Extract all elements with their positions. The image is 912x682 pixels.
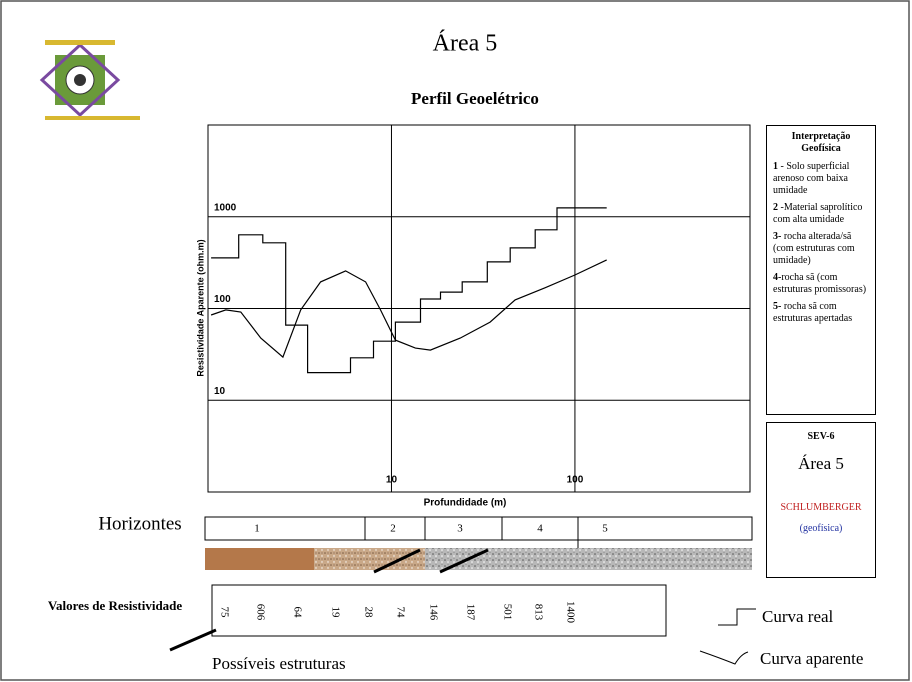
layer-saprolite (314, 548, 425, 570)
horizon-number: 4 (537, 523, 543, 535)
interpretation-item: 5- rocha sã com estruturas apertadas (773, 301, 869, 325)
interpretation-item: 3- rocha alterada/sã (com estruturas com… (773, 231, 869, 267)
interpretation-title: Interpretação Geofísica (773, 131, 869, 155)
chart-title: Perfil Geoelétrico (411, 89, 539, 108)
horizon-number: 3 (457, 523, 463, 535)
y-axis-label: Resistividade Aparente (ohm.m) (195, 239, 205, 376)
resistivity-value: 146 (427, 604, 439, 621)
x-axis-label: Profundidade (m) (424, 498, 507, 509)
structure-legend-mark (170, 630, 216, 650)
x-tick-label: 100 (567, 475, 584, 486)
horizons-box (205, 517, 752, 540)
legend-symbol-real (718, 609, 756, 625)
resistivity-value: 75 (218, 607, 230, 619)
legend-label: Curva aparente (760, 649, 863, 668)
resistivity-value: 64 (291, 607, 303, 619)
resistivity-value: 187 (464, 604, 476, 621)
item-text: rocha alterada/sã (com estruturas com um… (773, 231, 855, 266)
horizon-dividers (365, 517, 578, 548)
layer-soil (205, 548, 314, 570)
sev-method: SCHLUMBERGER (767, 502, 875, 513)
interpretation-box: Interpretação Geofísica 1 - Solo superfi… (766, 125, 876, 415)
legend-label: Curva real (762, 607, 834, 626)
sev-id: SEV-6 (767, 431, 875, 442)
horizons-label: Horizontes (98, 513, 181, 534)
horizon-number: 1 (254, 523, 260, 535)
y-tick-label: 100 (214, 294, 231, 305)
layer-rock (425, 548, 752, 570)
horizon-number: 2 (390, 523, 396, 535)
resistivity-value: 28 (362, 607, 374, 619)
page-title: Área 5 (433, 31, 498, 57)
y-tick-label: 10 (214, 386, 226, 397)
resistivity-value: 74 (394, 607, 406, 619)
item-text: -Material saprolítico com alta umidade (773, 202, 862, 225)
x-tick-label: 10 (386, 475, 398, 486)
resistivity-value: 19 (329, 607, 341, 619)
resistivity-value: 813 (532, 604, 544, 621)
page: Área 5 Perfil Geoelétrico Resistividade … (0, 0, 912, 682)
series-line (211, 208, 607, 373)
sev-box: SEV-6 Área 5 SCHLUMBERGER (geofísica) (766, 422, 876, 578)
interpretation-item: 1 - Solo superficial arenoso com baixa u… (773, 161, 869, 197)
legend-symbol-apparent (700, 651, 748, 664)
logo (42, 40, 140, 120)
sev-area: Área 5 (767, 454, 875, 474)
horizon-number: 5 (602, 523, 608, 535)
resistivity-value: 606 (254, 604, 266, 621)
item-text: - Solo superficial arenoso com baixa umi… (773, 161, 849, 196)
y-tick-label: 1000 (214, 202, 237, 213)
resistivity-value: 501 (501, 604, 513, 621)
resistivity-value: 1400 (564, 601, 576, 624)
sev-note: (geofísica) (767, 523, 875, 534)
interpretation-item: 4-rocha sã (com estruturas promissoras) (773, 272, 869, 296)
resistivity-label: Valores de Resistividade (48, 598, 183, 613)
interpretation-item: 2 -Material saprolítico com alta umidade (773, 202, 869, 226)
structures-label: Possíveis estruturas (212, 654, 346, 673)
item-text: rocha sã com estruturas apertadas (773, 301, 852, 324)
item-text: rocha sã (com estruturas promissoras) (773, 272, 866, 295)
